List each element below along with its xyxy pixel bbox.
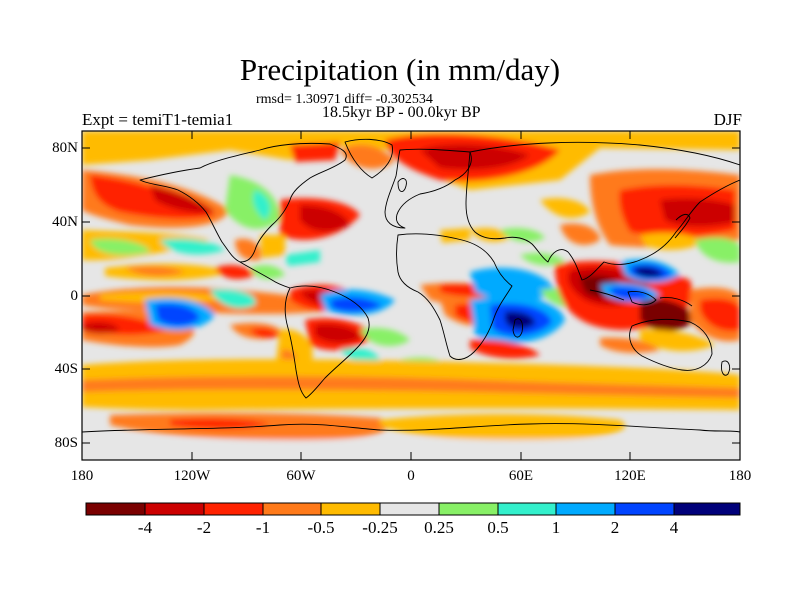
colorbar-box-3 <box>204 503 263 515</box>
lon-label-120e: 120E <box>614 468 646 484</box>
experiment-label: Expt = temiT1-temia1 <box>82 110 234 129</box>
colorbar-box-1 <box>86 503 145 515</box>
lon-label-180e: 180 <box>728 468 752 484</box>
colorbar-label: 2 <box>610 518 620 537</box>
lon-label-60w: 60W <box>286 468 316 484</box>
lat-label-40s: 40S <box>54 361 78 377</box>
colorbar-box-10 <box>615 503 674 515</box>
lat-label-0: 0 <box>70 288 79 304</box>
colorbar-label: -1 <box>255 518 271 537</box>
coastlines <box>82 138 740 433</box>
colorbar-box-8 <box>498 503 556 515</box>
lat-label-80n: 80N <box>52 140 78 156</box>
stats-text: rmsd= 1.30971 diff= -0.302534 <box>256 92 433 107</box>
lat-label-80s: 80S <box>54 435 78 451</box>
colorbar-label: 4 <box>669 518 679 537</box>
colorbar-box-6 <box>380 503 439 515</box>
lat-label-40n: 40N <box>52 214 78 230</box>
colorbar-box-5 <box>321 503 380 515</box>
colorbar-label: 1 <box>551 518 561 537</box>
season-label: DJF <box>713 110 742 129</box>
lon-label-60e: 60E <box>508 468 534 484</box>
colorbar-label: 0.5 <box>487 518 509 537</box>
colorbar-label: -2 <box>196 518 212 537</box>
colorbar-label: -0.25 <box>362 518 398 537</box>
colorbar-box-11 <box>674 503 740 515</box>
colorbar <box>85 502 741 516</box>
lon-label-120w: 120W <box>173 468 211 484</box>
colorbar-label: -4 <box>137 518 153 537</box>
longitude-ticks <box>81 131 741 460</box>
lon-label-0: 0 <box>407 468 415 484</box>
colorbar-box-2 <box>145 503 204 515</box>
colorbar-box-7 <box>439 503 498 515</box>
latitude-ticks <box>82 147 740 444</box>
precipitation-anomaly-field <box>82 131 740 460</box>
lon-label-180w: 180 <box>70 468 94 484</box>
map-title: Precipitation (in mm/day) <box>239 52 561 87</box>
colorbar-label: 0.25 <box>424 518 454 537</box>
period-text: 18.5kyr BP - 00.0kyr BP <box>322 104 481 121</box>
colorbar-box-4 <box>263 503 321 515</box>
colorbar-box-9 <box>556 503 615 515</box>
colorbar-label: -0.5 <box>307 518 335 537</box>
